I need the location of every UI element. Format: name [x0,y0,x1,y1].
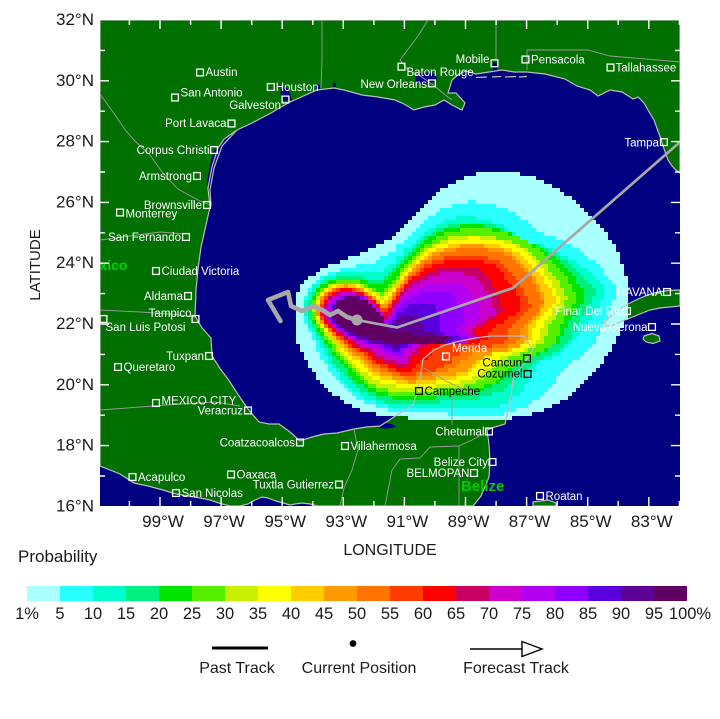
svg-text:93°W: 93°W [325,512,367,531]
svg-text:Current Position: Current Position [302,660,417,677]
svg-text:MEXICO CITY: MEXICO CITY [162,396,237,408]
svg-text:San Antonio: San Antonio [181,88,243,100]
svg-text:Roatan: Roatan [546,491,583,503]
svg-text:Austin: Austin [206,67,238,79]
svg-text:Mexico: Mexico [80,257,127,273]
svg-text:San Nicolas: San Nicolas [182,488,244,500]
svg-text:60: 60 [414,605,432,623]
svg-text:Ciudad Victoria: Ciudad Victoria [162,266,240,278]
svg-text:Chetumal: Chetumal [435,426,484,438]
svg-text:Aldama: Aldama [144,291,184,303]
svg-text:91°W: 91°W [387,512,429,531]
svg-text:Cancun: Cancun [482,358,522,370]
svg-text:Baton Rouge: Baton Rouge [407,67,474,79]
svg-text:Brownsville: Brownsville [144,200,202,212]
svg-text:Tampa: Tampa [624,137,659,149]
svg-text:24°N: 24°N [56,253,94,272]
svg-text:50: 50 [348,605,366,623]
svg-text:85: 85 [579,605,597,623]
svg-text:Tuxpan: Tuxpan [166,351,204,363]
svg-text:Cozumel: Cozumel [477,368,522,380]
svg-text:Acapulco: Acapulco [138,472,185,484]
svg-text:55: 55 [381,605,399,623]
svg-text:90: 90 [612,605,630,623]
svg-text:Tallahassee: Tallahassee [616,63,677,75]
svg-text:Corpus Christi: Corpus Christi [137,145,210,157]
svg-text:Pinar Del Rio: Pinar Del Rio [555,306,623,318]
svg-text:Veracruz: Veracruz [198,405,244,417]
svg-text:16°N: 16°N [56,496,94,515]
svg-text:1%: 1% [15,605,39,623]
svg-text:Armstrong: Armstrong [139,171,192,183]
svg-text:25: 25 [183,605,201,623]
svg-text:New Orleans: New Orleans [361,79,428,91]
svg-text:89°W: 89°W [448,512,490,531]
svg-text:28°N: 28°N [56,132,94,151]
svg-text:26°N: 26°N [56,192,94,211]
svg-text:Tampico: Tampico [149,308,192,320]
svg-text:85°W: 85°W [570,512,612,531]
svg-text:Belize: Belize [461,478,504,495]
svg-text:Nueva Gerona: Nueva Gerona [573,322,648,334]
svg-text:Past Track: Past Track [199,660,276,677]
svg-text:Forecast Track: Forecast Track [463,660,570,677]
svg-text:18°N: 18°N [56,436,94,455]
svg-text:HAVANA: HAVANA [617,287,663,299]
svg-text:10: 10 [84,605,102,623]
svg-text:22°N: 22°N [56,314,94,333]
svg-text:83°W: 83°W [631,512,673,531]
svg-text:Campeche: Campeche [425,386,481,398]
svg-text:35: 35 [249,605,267,623]
svg-text:32°N: 32°N [56,10,94,29]
svg-text:95°W: 95°W [264,512,306,531]
svg-text:Port Lavaca: Port Lavaca [165,118,227,130]
svg-text:95: 95 [645,605,663,623]
svg-text:Monterrey: Monterrey [126,209,178,221]
svg-text:LATITUDE: LATITUDE [27,229,44,300]
svg-text:Tuxtla Gutierrez: Tuxtla Gutierrez [253,479,335,491]
svg-text:20: 20 [150,605,168,623]
svg-text:San Luis Potosi: San Luis Potosi [106,322,186,334]
svg-text:LONGITUDE: LONGITUDE [343,542,436,559]
svg-text:80: 80 [546,605,564,623]
svg-text:100%: 100% [669,605,712,623]
svg-text:97°W: 97°W [203,512,245,531]
svg-text:20°N: 20°N [56,375,94,394]
svg-text:Villahermosa: Villahermosa [351,441,418,453]
svg-text:Pensacola: Pensacola [531,54,585,66]
svg-text:65: 65 [447,605,465,623]
svg-text:Belize City: Belize City [434,457,489,469]
svg-text:Coatzacoalcos: Coatzacoalcos [220,437,296,449]
svg-text:70: 70 [480,605,498,623]
svg-text:87°W: 87°W [509,512,551,531]
svg-text:75: 75 [513,605,531,623]
svg-text:Galveston: Galveston [229,100,281,112]
svg-text:15: 15 [117,605,135,623]
svg-text:BELMOPAN: BELMOPAN [406,468,469,480]
svg-text:30°N: 30°N [56,71,94,90]
svg-text:30: 30 [216,605,234,623]
svg-text:5: 5 [55,605,64,623]
svg-text:Probability: Probability [18,547,98,566]
svg-text:San Fernando: San Fernando [108,232,181,244]
svg-text:Queretaro: Queretaro [124,362,176,374]
svg-text:Oaxaca: Oaxaca [237,469,277,481]
svg-text:40: 40 [282,605,300,623]
svg-text:99°W: 99°W [142,512,184,531]
svg-text:Mobile: Mobile [456,54,490,66]
svg-text:45: 45 [315,605,333,623]
svg-text:Merida: Merida [452,343,488,355]
svg-text:Houston: Houston [276,82,319,94]
